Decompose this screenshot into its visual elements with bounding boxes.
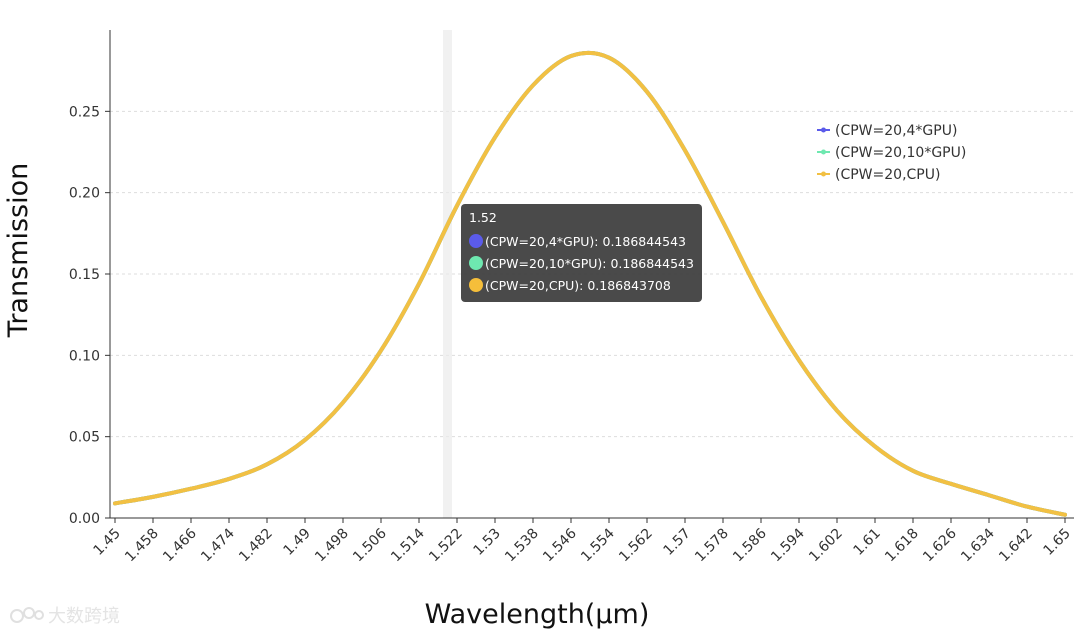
x-tick-label: 1.538 [502,526,542,566]
series-line [113,50,1067,517]
x-tick-label: 1.618 [882,526,922,566]
x-tick-label: 1.57 [660,526,693,559]
tooltip-row-label: (CPW=20,4*GPU): 0.186844543 [485,234,686,249]
x-tick-label: 1.65 [1040,526,1073,559]
x-tick-label: 1.498 [312,526,352,566]
tooltip-row-cpu: (CPW=20,CPU): 0.186843708 [469,275,694,297]
x-tick-label: 1.554 [578,525,618,565]
tooltip-row-4gpu: (CPW=20,4*GPU): 0.186844543 [469,231,694,253]
tooltip-row-label: (CPW=20,CPU): 0.186843708 [485,278,671,293]
x-tick-label: 1.45 [90,526,123,559]
watermark-text: 大数跨境 [48,606,120,627]
y-tick-label: 0.15 [69,267,100,283]
y-tick-label: 0.10 [69,348,100,364]
x-tick-label: 1.642 [996,526,1036,566]
tooltip: 1.52 (CPW=20,4*GPU): 0.186844543 (CPW=20… [461,204,702,302]
x-tick-label: 1.586 [730,525,770,565]
legend-marker-icon [821,149,826,155]
legend-item[interactable]: (CPW=20,CPU) [817,167,940,183]
x-tick-label: 1.61 [850,526,883,559]
x-axis-title: Wavelength(μm) [425,599,650,630]
watermark-logo-icon [10,607,44,623]
y-tick-label: 0.00 [69,511,100,527]
x-tick-label: 1.634 [958,525,998,565]
x-tick-label: 1.466 [160,525,200,565]
watermark: 大数跨境 [10,602,120,628]
y-tick-label: 0.05 [69,430,100,446]
x-tick-label: 1.522 [426,526,466,566]
y-tick-label: 0.25 [69,104,100,120]
legend-marker-icon [821,127,826,133]
x-tick-label: 1.49 [280,526,313,559]
series-dot-icon [469,256,483,270]
legend-label: (CPW=20,4*GPU) [835,123,957,139]
y-axis-title: Transmission [3,163,34,338]
x-tick-label: 1.506 [350,525,390,565]
x-tick-label: 1.482 [236,526,276,566]
x-tick-label: 1.594 [768,525,808,565]
x-tick-label: 1.562 [616,526,656,566]
tooltip-row-10gpu: (CPW=20,10*GPU): 0.186844543 [469,253,694,275]
legend-label: (CPW=20,10*GPU) [835,145,966,161]
x-tick-label: 1.514 [388,525,428,565]
series-layer [113,50,1067,517]
y-tick-label: 0.20 [69,186,100,202]
legend-item[interactable]: (CPW=20,10*GPU) [817,145,966,161]
x-tick-label: 1.626 [920,525,960,565]
y-axis-ticks: 0.00 0.05 0.10 0.15 0.20 0.25 [69,104,110,527]
hover-highlight-band [443,30,452,518]
x-tick-label: 1.578 [692,526,732,566]
series-dot-icon [469,278,483,292]
x-tick-label: 1.458 [122,526,162,566]
x-tick-label: 1.602 [806,526,846,566]
series-dot-icon [469,234,483,248]
x-tick-label: 1.546 [540,525,580,565]
tooltip-title: 1.52 [469,210,497,225]
x-tick-label: 1.53 [470,526,503,559]
tooltip-row-label: (CPW=20,10*GPU): 0.186844543 [485,256,694,271]
legend-label: (CPW=20,CPU) [835,167,940,183]
legend: (CPW=20,4*GPU) (CPW=20,10*GPU) (CPW=20,CPU… [817,123,966,183]
legend-item[interactable]: (CPW=20,4*GPU) [817,123,957,139]
legend-marker-icon [821,171,826,177]
x-tick-label: 1.474 [198,525,238,565]
